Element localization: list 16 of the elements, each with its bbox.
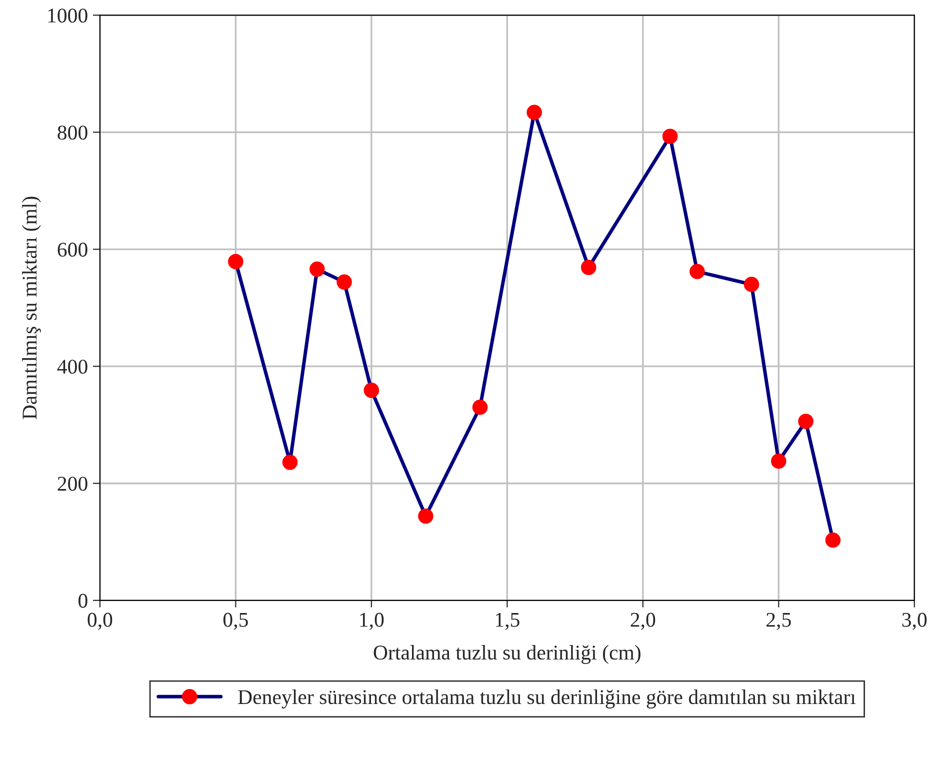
x-axis-title: Ortalama tuzlu su derinliği (cm) [374, 644, 640, 664]
legend-label: Deneyler süresince ortalama tuzlu su derinliğine göre damıtılan su miktarı [238, 690, 856, 708]
y-tick-label: 400 [57, 360, 88, 374]
x-tick-label: 0,5 [223, 612, 248, 630]
y-tick-label: 600 [58, 242, 88, 257]
y-tick-label: 800 [58, 126, 88, 140]
x-tick-label: 0,0 [88, 612, 112, 630]
y-axis-title: Damıtılmış su miktarı (ml) [22, 196, 41, 420]
x-tick-label: 2,0 [630, 612, 656, 630]
x-tick-label: 1,0 [360, 612, 384, 630]
y-tick-label: 200 [58, 476, 88, 491]
x-tick-label: 3,0 [902, 612, 927, 630]
y-tick-label: 1000 [48, 8, 88, 23]
x-tick-label: 1,5 [496, 612, 520, 630]
y-tick-label: 0 [78, 594, 88, 608]
x-tick-label: 2,5 [766, 612, 791, 630]
